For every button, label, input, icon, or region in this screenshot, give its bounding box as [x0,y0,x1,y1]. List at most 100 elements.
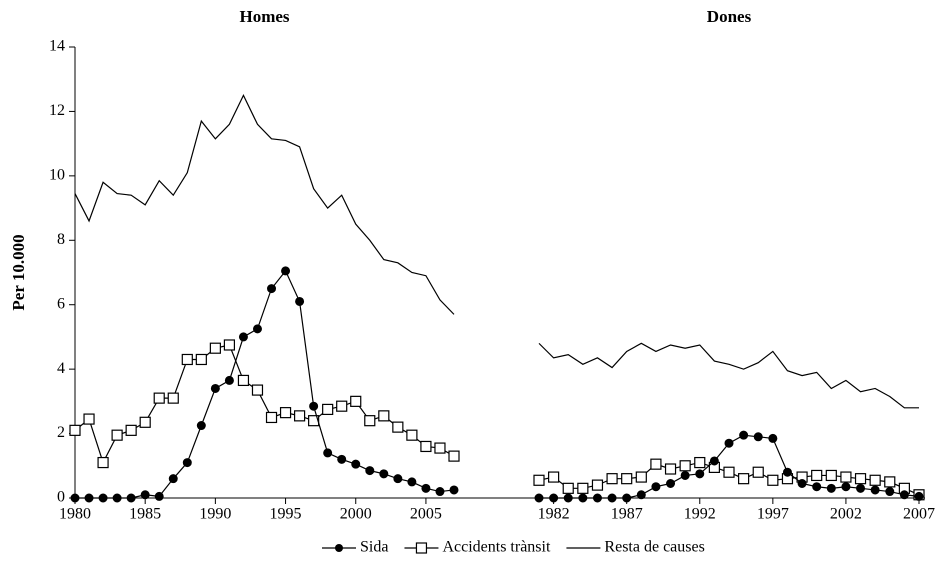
point [869,474,881,486]
point [533,474,545,486]
point [434,442,446,454]
point [449,485,459,495]
x-tick-label: 1980 [59,506,91,523]
point [154,491,164,501]
point [694,456,706,469]
point [854,473,867,485]
point [98,493,108,503]
point [336,400,348,412]
point [664,463,677,475]
point [209,342,221,354]
point [364,415,376,427]
point [797,479,807,489]
point [578,493,588,503]
point [592,493,602,503]
point [577,482,589,494]
x-tick-label: 2007 [903,506,935,523]
point [293,410,306,422]
point [856,483,866,493]
point [870,485,880,495]
legend-label: Sida [360,539,388,556]
y-tick-label: 14 [49,38,65,55]
point [365,466,375,476]
point [679,460,691,472]
point [351,459,361,469]
point [826,483,836,493]
x-tick-label: 2005 [410,506,442,523]
point [752,466,764,478]
point [167,392,179,404]
y-tick-label: 4 [57,360,65,377]
point [435,487,445,497]
point [265,411,278,424]
point [420,440,432,453]
x-tick-label: 2000 [340,506,372,523]
point [337,454,347,464]
point [69,424,81,436]
point [182,458,192,468]
point [350,395,362,407]
point [224,375,234,385]
x-tick-label: 1982 [538,506,570,523]
x-tick-label: 1992 [684,506,716,523]
point [680,470,690,480]
point [421,483,431,493]
legend-entry: Accidents trànsit [404,539,551,556]
point [549,493,559,503]
point [606,473,618,485]
point [825,469,837,482]
point [884,476,896,488]
point [111,429,123,441]
point [636,490,646,500]
point [237,374,250,387]
point [308,415,320,427]
point [768,433,778,443]
point [379,469,389,479]
x-tick-label: 1985 [129,506,161,523]
point [139,416,151,428]
point [196,421,206,431]
point [112,493,122,503]
point [195,353,207,366]
point [181,353,193,366]
point [378,410,390,422]
point [267,284,277,294]
point [591,479,604,491]
point [83,413,95,425]
point [295,296,305,306]
point [534,493,544,503]
point [695,469,705,479]
point [635,471,647,483]
x-tick-label: 1995 [270,506,302,523]
series-line [74,344,455,465]
point [812,482,822,492]
point [563,493,573,503]
x-tick-label: 1987 [611,506,643,523]
point [767,474,779,486]
x-tick-label: 1997 [757,506,789,523]
x-tick-label: 2002 [830,506,862,523]
point [650,458,662,470]
series-line [74,93,455,315]
y-tick-label: 12 [49,102,65,119]
y-axis-label: Per 10.000 [9,234,28,310]
point [709,456,719,466]
point [251,384,264,396]
series-line [75,269,455,499]
point [238,332,248,342]
point [724,438,734,448]
point [753,432,763,442]
point [782,467,792,477]
point [840,471,852,483]
legend-marker [335,544,343,552]
point [210,383,220,393]
point [84,493,94,503]
point [723,466,735,478]
point [607,493,617,503]
point [279,407,292,419]
point [651,482,661,492]
point [885,487,895,497]
point [393,474,403,484]
legend-label: Resta de causes [604,539,704,556]
